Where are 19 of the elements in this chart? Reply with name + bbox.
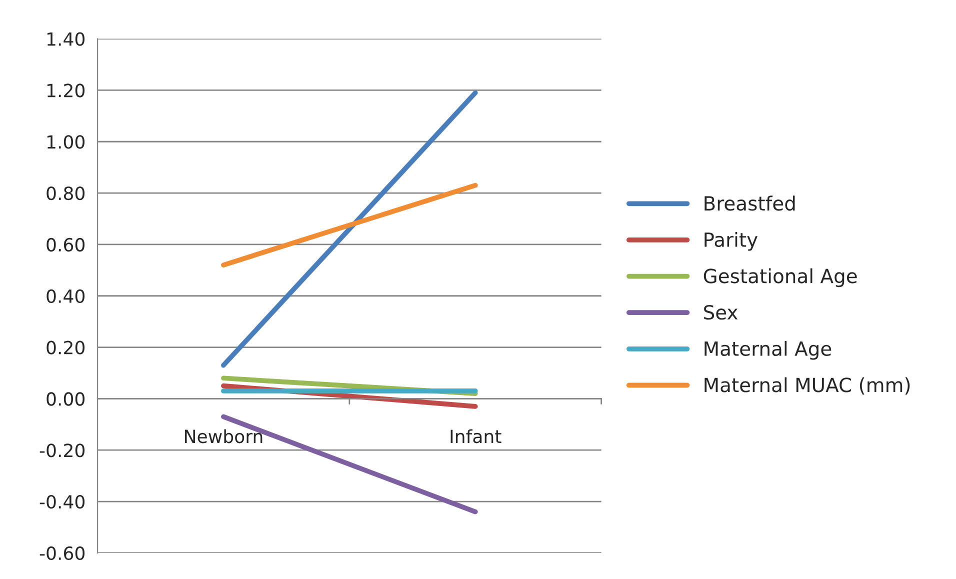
legend-label: Parity bbox=[704, 232, 758, 251]
y-tick-label: 0.80 bbox=[46, 186, 85, 200]
legend-label: Maternal MUAC (mm) bbox=[704, 377, 910, 395]
legend-label: Maternal Age bbox=[704, 340, 832, 360]
legend-label: Gestational Age bbox=[704, 268, 857, 288]
legend-label: Sex bbox=[704, 304, 738, 320]
legend-label: Breastfed bbox=[704, 196, 795, 211]
y-tick-label: 1.20 bbox=[47, 84, 85, 98]
y-tick-label: 1.00 bbox=[47, 135, 85, 149]
y-tick-label: -0.60 bbox=[40, 546, 85, 560]
y-tick-label: -0.20 bbox=[40, 444, 85, 458]
x-tick-label: Newborn bbox=[185, 429, 262, 444]
x-tick-label: Infant bbox=[450, 429, 502, 444]
y-tick-label: 0.40 bbox=[46, 289, 85, 303]
y-tick-label: 0.60 bbox=[46, 238, 85, 252]
y-tick-label: 1.40 bbox=[47, 32, 85, 46]
y-tick-label: 0.20 bbox=[46, 340, 85, 354]
y-tick-label: 0.00 bbox=[46, 392, 85, 406]
y-tick-label: -0.40 bbox=[40, 494, 85, 509]
